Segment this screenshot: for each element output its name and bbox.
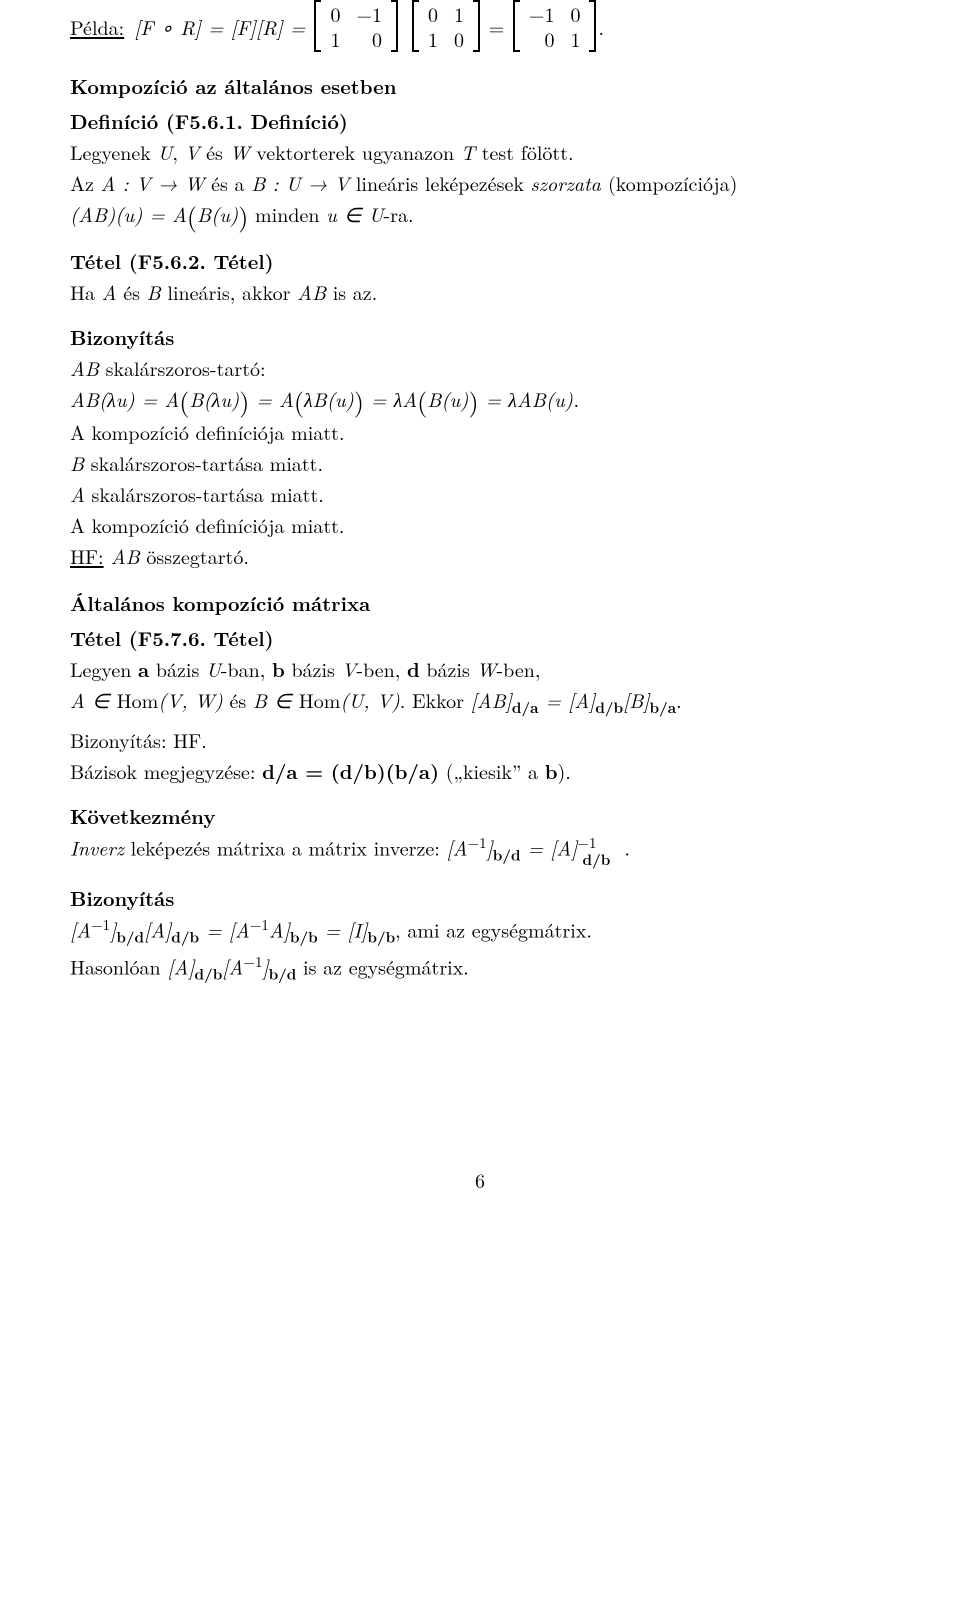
section-title-matrix: Általános kompozíció mátrixa [70, 589, 890, 616]
proof1-line1: AB skalárszoros-tartó: [70, 354, 890, 381]
matrix-1: 0−110 [312, 0, 400, 52]
proof1-line4: B skalárszoros-tartása miatt. [70, 449, 890, 476]
proof1-line6: A kompozíció definíciója miatt. [70, 511, 890, 538]
proof-ref: Bizonyítás: HF. [70, 726, 890, 753]
definition-line2: Az A : V → W és a B : U → V lineáris lek… [70, 169, 890, 196]
proof1-line3: A kompozíció definíciója miatt. [70, 418, 890, 445]
page-number: 6 [0, 1166, 960, 1193]
example-line: Példa: [F ∘ R] = [F][R] = 0−110 0110 = −… [70, 0, 890, 52]
theorem-2-line2: A ∈ Hom(V, W) és B ∈ Hom(U, V). Ekkor [A… [70, 686, 890, 718]
definition-heading: Definíció (F5.6.1. Definíció) [70, 107, 890, 134]
theorem-heading-1: Tétel (F5.6.2. Tétel) [70, 247, 890, 274]
proof1-line2: AB(λu) = A(B(λu)) = A(λB(u)) = λA(B(u)) … [70, 385, 890, 414]
example-expr: [F ∘ R] = [F][R] = [134, 13, 312, 40]
proof1-line5: A skalárszoros-tartása miatt. [70, 480, 890, 507]
theorem-2-line1: Legyen a bázis U-ban, b bázis V-ben, d b… [70, 655, 890, 682]
corollary-body: Inverz leképezés mátrixa a mátrix inverz… [70, 833, 890, 866]
theorem-1-body: Ha A és B lineáris, akkor AB is az. [70, 278, 890, 305]
definition-line3: (AB)(u) = A(B(u)) minden u ∈ U-ra. [70, 200, 890, 229]
proof2-line2: Hasonlóan [A]d/b[A−1]b/d is az egységmát… [70, 952, 890, 985]
proof-heading-1: Bizonyítás [70, 323, 890, 350]
example-label: Példa: [70, 13, 124, 40]
matrix-2: 0110 [410, 0, 482, 52]
matrix-3: −1001 [511, 0, 599, 52]
proof-heading-2: Bizonyítás [70, 884, 890, 911]
section-title-composition: Kompozíció az általános esetben [70, 72, 890, 99]
corollary-heading: Következmény [70, 802, 890, 829]
definition-line1: Legyenek U, V és W vektorterek ugyanazon… [70, 138, 890, 165]
proof1-line7: HF: AB összegtartó. [70, 542, 890, 569]
bases-line: Bázisok megjegyzése: d/a = (d/b)(b/a) („… [70, 757, 890, 784]
proof2-line1: [A−1]b/d[A]d/b = [A−1A]b/b = [I]b/b, ami… [70, 915, 890, 948]
theorem-heading-2: Tétel (F5.7.6. Tétel) [70, 624, 890, 651]
